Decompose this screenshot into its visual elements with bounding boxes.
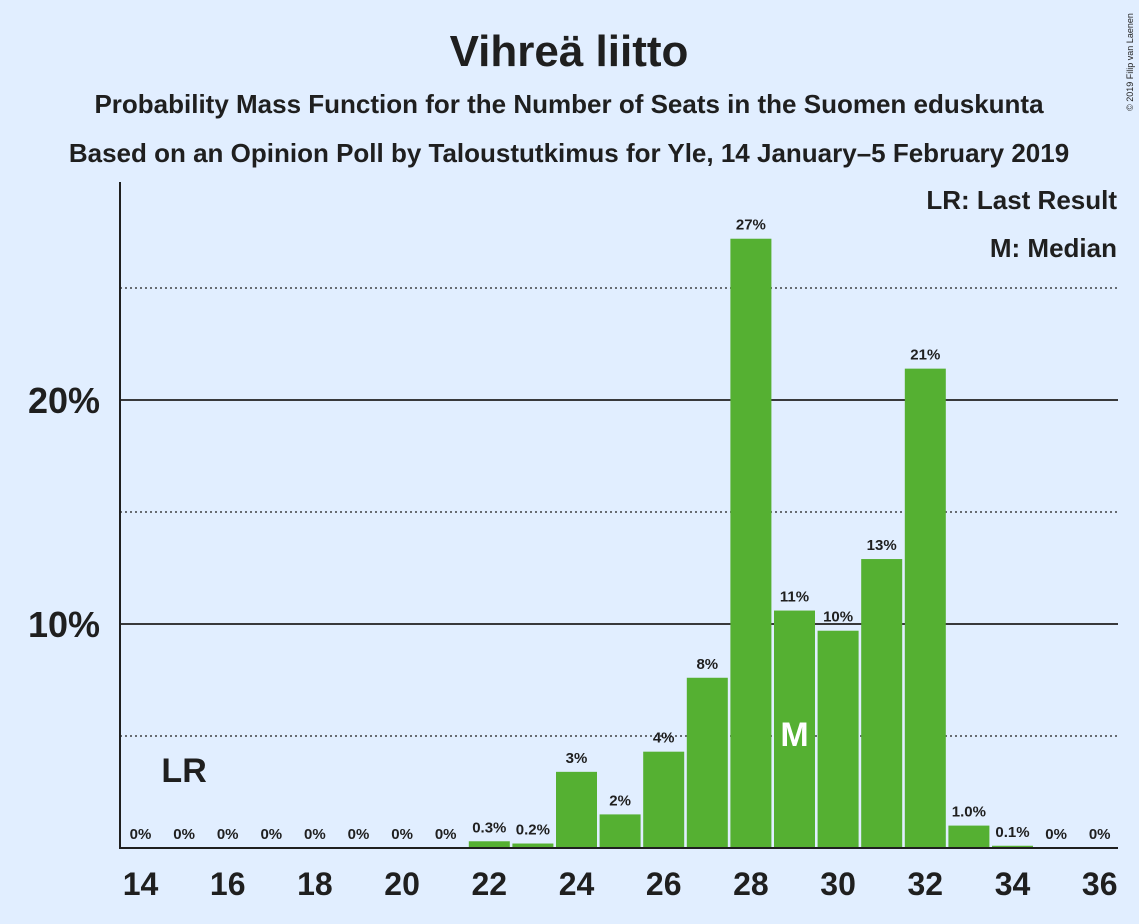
bar [556, 771, 597, 848]
data-label: 1.0% [952, 804, 986, 821]
data-label: 27% [736, 217, 766, 234]
y-tick-label: 20% [28, 380, 100, 421]
data-label: 0% [304, 826, 326, 843]
data-labels: 0% 0% 0% 0% 0% 0% 0% 0% 0.3% 0.2% 3% 2% 4% 8% 27% 11% 10… [130, 217, 1111, 843]
chart-subtitle-1: Probability Mass Function for the Number… [94, 89, 1044, 119]
bar [992, 845, 1033, 848]
bar [774, 610, 815, 848]
x-tick-label: 28 [733, 866, 769, 902]
data-label: 0.3% [472, 819, 506, 836]
x-tick-label: 32 [908, 866, 944, 902]
last-result-marker: LR [161, 752, 206, 790]
bars [468, 238, 1033, 849]
data-label: 21% [910, 347, 940, 364]
y-axis-ticks: 10% 20% [28, 380, 100, 645]
data-label: 10% [823, 609, 853, 626]
data-label: 0% [173, 826, 195, 843]
data-label: 3% [566, 750, 588, 767]
x-tick-label: 18 [297, 866, 333, 902]
median-marker: M [780, 716, 808, 754]
data-label: 0% [435, 826, 457, 843]
data-label: 0% [391, 826, 413, 843]
bar [817, 630, 859, 848]
data-label: 2% [609, 792, 631, 809]
bar [686, 677, 728, 848]
bar [599, 814, 641, 848]
x-tick-label: 30 [820, 866, 856, 902]
x-tick-label: 36 [1082, 866, 1118, 902]
data-label: 0% [348, 826, 370, 843]
data-label: 11% [780, 589, 809, 606]
copyright-note: © 2019 Filip van Laenen [1125, 13, 1135, 111]
bar [512, 843, 554, 848]
x-tick-label: 14 [123, 866, 159, 902]
chart-title: Vihreä liitto [450, 27, 689, 76]
data-label: 0.2% [516, 822, 550, 839]
legend-median: M: Median [990, 233, 1117, 263]
x-tick-label: 22 [472, 866, 508, 902]
legend-last-result: LR: Last Result [926, 185, 1117, 215]
chart-subtitle-2: Based on an Opinion Poll by Taloustutkim… [69, 138, 1069, 168]
bar [643, 751, 685, 848]
x-tick-label: 26 [646, 866, 682, 902]
x-tick-label: 24 [559, 866, 595, 902]
x-tick-label: 34 [995, 866, 1031, 902]
bar [948, 825, 990, 848]
data-label: 0% [260, 826, 282, 843]
data-label: 8% [696, 656, 718, 673]
markers: LR M [161, 716, 808, 790]
data-label: 0% [130, 826, 152, 843]
gridlines [120, 287, 1118, 737]
data-label: 4% [653, 730, 675, 747]
data-label: 0.1% [995, 824, 1029, 841]
bar [904, 368, 946, 848]
bar [730, 238, 772, 849]
y-tick-label: 10% [28, 604, 100, 645]
axes [119, 182, 1118, 849]
x-tick-label: 20 [384, 866, 420, 902]
data-label: 0% [217, 826, 239, 843]
data-label: 0% [1045, 826, 1067, 843]
bar [468, 841, 510, 848]
x-axis-ticks: 14 16 18 20 22 24 26 28 30 32 34 36 [123, 866, 1118, 902]
x-tick-label: 16 [210, 866, 246, 902]
data-label: 0% [1089, 826, 1111, 843]
bar [861, 559, 903, 848]
data-label: 13% [867, 537, 897, 554]
